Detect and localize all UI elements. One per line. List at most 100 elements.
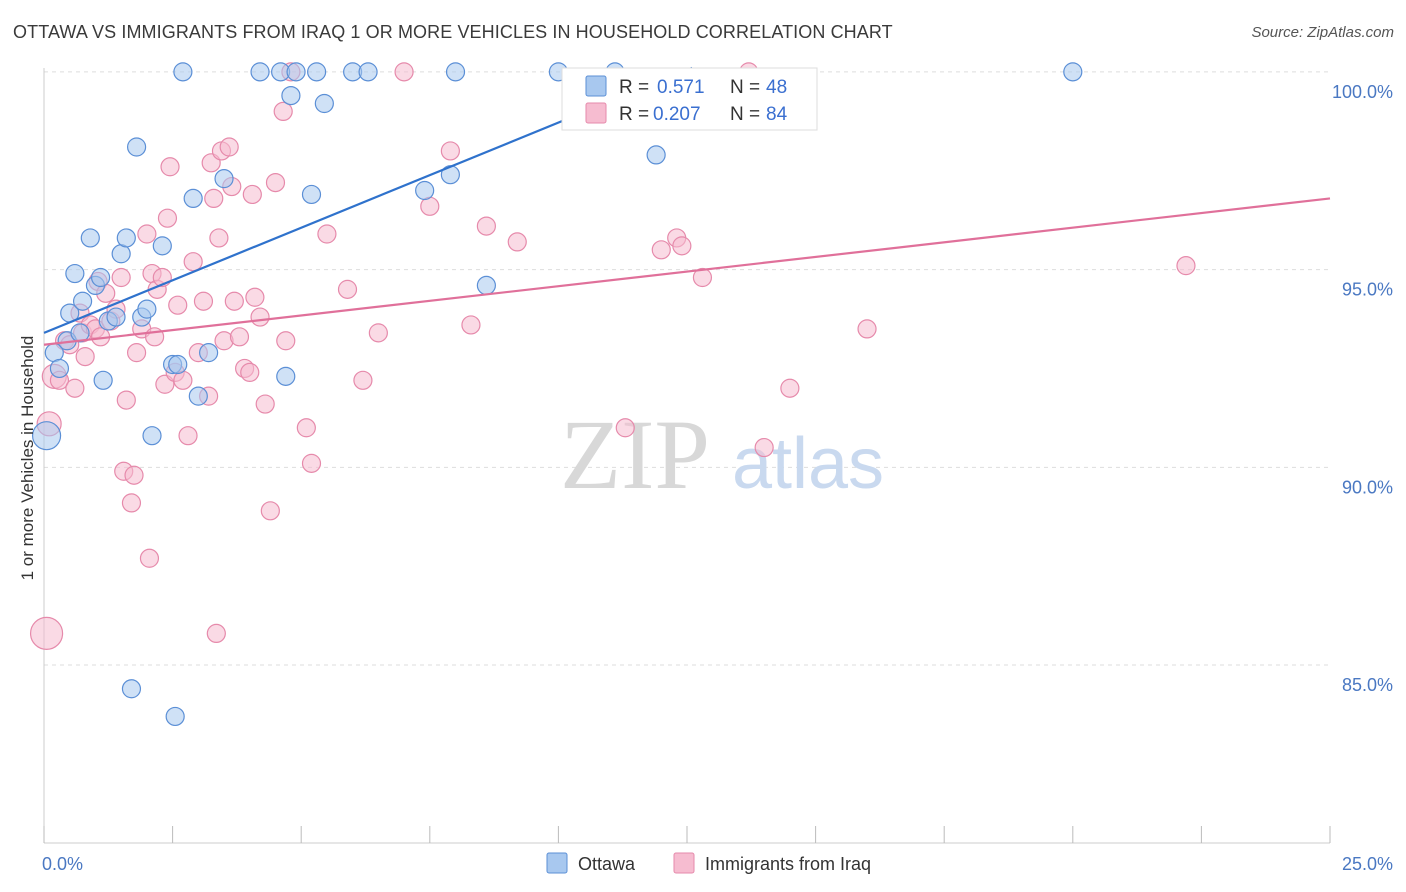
series-iraq-points — [29, 62, 1196, 651]
legend-n-value-ottawa: 48 — [766, 77, 787, 98]
point-ottawa-20 — [142, 426, 162, 446]
legend-label-iraq: Immigrants from Iraq — [705, 854, 871, 874]
point-iraq-74 — [615, 418, 635, 438]
point-iraq-20 — [121, 493, 142, 513]
point-iraq-52 — [240, 362, 260, 383]
series-ottawa-points — [31, 62, 1083, 727]
point-iraq-32 — [160, 157, 180, 177]
legend-r-value-iraq: 0.207 — [653, 104, 701, 125]
point-iraq-63 — [301, 453, 322, 473]
point-ottawa-8 — [80, 228, 100, 248]
point-iraq-62 — [296, 418, 316, 438]
point-ottawa-42 — [445, 62, 466, 82]
point-ottawa-25 — [173, 62, 193, 82]
point-iraq-80 — [754, 437, 774, 458]
point-iraq-72 — [476, 216, 496, 236]
source-note: Source: ZipAtlas.com — [1251, 24, 1394, 41]
point-ottawa-32 — [276, 366, 296, 386]
axes-layer — [43, 68, 1331, 844]
point-ottawa-27 — [188, 386, 208, 406]
point-iraq-34 — [168, 295, 188, 315]
point-iraq-31 — [157, 208, 178, 228]
point-iraq-81 — [780, 378, 800, 398]
point-ottawa-29 — [214, 169, 234, 189]
point-iraq-53 — [242, 184, 262, 205]
stats-legend: R = 0.571 N = 48 R = 0.207 N = 84 — [561, 67, 818, 131]
legend-r-label-ottawa: R = — [619, 77, 649, 98]
point-iraq-70 — [440, 141, 460, 161]
watermark-atlas: atlas — [732, 424, 884, 504]
point-ottawa-13 — [106, 307, 126, 327]
point-iraq-17 — [111, 267, 131, 288]
y-tick-label-3: 85.0% — [1342, 675, 1393, 695]
legend-n-value-iraq: 84 — [766, 104, 788, 125]
y-tick-label-2: 90.0% — [1342, 477, 1393, 497]
point-iraq-57 — [260, 501, 280, 521]
point-iraq-55 — [250, 307, 270, 327]
point-ottawa-21 — [152, 236, 172, 256]
point-ottawa-10 — [90, 267, 111, 288]
point-iraq-43 — [206, 623, 226, 644]
point-iraq-77 — [672, 236, 692, 256]
point-iraq-19 — [116, 390, 136, 410]
point-iraq-44 — [209, 228, 229, 248]
point-iraq-49 — [224, 291, 244, 311]
point-iraq-47 — [219, 137, 239, 157]
point-ottawa-43 — [476, 275, 496, 296]
point-ottawa-7 — [72, 291, 93, 311]
point-iraq-66 — [353, 370, 373, 390]
chart-title: OTTAWA VS IMMIGRANTS FROM IRAQ 1 OR MORE… — [13, 22, 893, 42]
point-iraq-25 — [139, 548, 160, 568]
point-iraq-6 — [65, 378, 85, 398]
point-iraq-22 — [126, 343, 147, 363]
legend-n-label-ottawa: N = — [730, 77, 760, 98]
legend-n-label-iraq: N = — [730, 104, 760, 125]
point-iraq-68 — [394, 62, 414, 82]
point-iraq-73 — [507, 232, 527, 252]
legend-r-value-ottawa: 0.571 — [657, 77, 705, 98]
point-iraq-60 — [276, 331, 296, 351]
legend-swatch-ottawa — [585, 75, 607, 97]
point-ottawa-11 — [93, 370, 113, 390]
point-ottawa-37 — [314, 93, 334, 114]
watermark: ZIP atlas — [560, 399, 884, 510]
point-iraq-71 — [461, 315, 481, 335]
point-ottawa-33 — [281, 85, 301, 106]
point-ottawa-34 — [286, 62, 306, 82]
point-ottawa-19 — [137, 299, 157, 319]
point-iraq-59 — [273, 101, 293, 122]
point-ottawa-2 — [49, 358, 70, 379]
point-ottawa-36 — [307, 62, 327, 82]
point-ottawa-39 — [358, 62, 378, 82]
point-ottawa-47 — [1063, 62, 1083, 82]
point-ottawa-5 — [65, 263, 85, 284]
point-iraq-65 — [337, 279, 358, 299]
point-iraq-24 — [137, 224, 157, 244]
point-ottawa-15 — [116, 228, 136, 248]
trend-line-iraq — [43, 197, 1331, 346]
x-tick-label-0: 0.0% — [42, 854, 83, 874]
point-iraq-64 — [317, 224, 337, 244]
point-ottawa-16 — [121, 679, 142, 699]
point-iraq-82 — [857, 319, 877, 339]
point-iraq-42 — [204, 188, 224, 209]
legend-label-ottawa: Ottawa — [578, 854, 636, 874]
point-ottawa-6 — [70, 323, 90, 343]
legend-swatch-ottawa-bottom — [546, 852, 568, 874]
y-axis-title: 1 or more Vehicles in Household — [18, 336, 37, 581]
legend-r-label-iraq: R = — [619, 104, 649, 125]
point-iraq-36 — [178, 426, 198, 446]
point-ottawa-46 — [646, 145, 666, 165]
point-ottawa-28 — [199, 343, 219, 363]
point-iraq-83 — [1176, 256, 1196, 276]
point-ottawa-23 — [165, 706, 185, 727]
point-ottawa-35 — [301, 184, 322, 205]
y-tick-label-1: 95.0% — [1342, 280, 1393, 300]
point-iraq-67 — [368, 323, 388, 343]
tick-labels: 100.0% 95.0% 90.0% 85.0% 0.0% 25.0% — [42, 82, 1393, 874]
point-iraq-9 — [75, 346, 95, 367]
legend-swatch-iraq — [585, 102, 607, 124]
point-iraq-75 — [651, 240, 671, 260]
point-ottawa-24 — [168, 354, 188, 375]
point-iraq-0 — [29, 616, 64, 651]
